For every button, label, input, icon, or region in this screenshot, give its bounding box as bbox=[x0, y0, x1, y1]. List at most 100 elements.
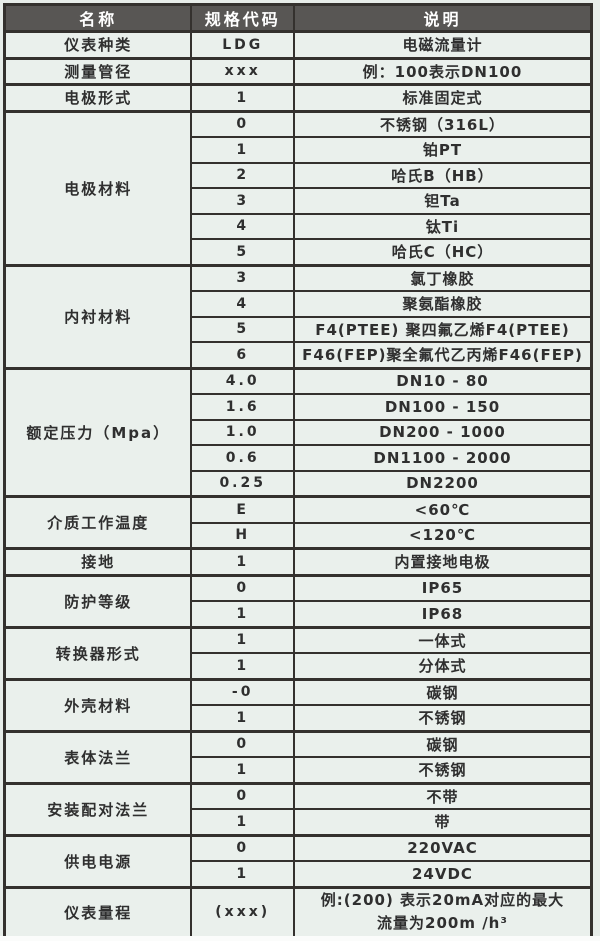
desc-cell: F46(FEP)聚全氟代乙丙烯F46(FEP) bbox=[292, 341, 593, 369]
code-cell: 1.0 bbox=[190, 418, 295, 446]
code-cell: 4 bbox=[190, 290, 295, 318]
table-row: 0.25 DN2200 bbox=[5, 469, 593, 498]
group-name-cell: 内衬材料 bbox=[3, 263, 193, 369]
desc-cell: <60℃ bbox=[292, 495, 593, 524]
code-cell: 1 bbox=[190, 860, 295, 888]
header-cell-name: 名称 bbox=[3, 3, 193, 33]
spec-code-table: 名称 规格代码 说明 仪表种类 LDG 电磁流量计 测量管径 xxx 例：100表示DN1… bbox=[3, 3, 593, 939]
desc-cell: 哈氏B（HB） bbox=[292, 161, 593, 189]
table-row: 供电电源 0 220VAC bbox=[3, 833, 593, 888]
desc-cell: 例：100表示DN100 bbox=[292, 56, 593, 86]
code-cell: -0 bbox=[190, 677, 295, 706]
table-row: 安装配对法兰 0 不带 bbox=[3, 781, 593, 836]
table-body: 仪表种类 LDG 电磁流量计 测量管径 xxx 例：100表示DN100 电极形式 1 标准固定… bbox=[3, 30, 593, 938]
table-row: 转换器形式 1 一体式 bbox=[3, 625, 593, 680]
table-row: 内衬材料 3 氯丁橡胶 bbox=[3, 263, 593, 369]
group-name-cell: 仪表量程 bbox=[3, 885, 193, 938]
group-name-cell: 防护等级 bbox=[3, 573, 193, 628]
page: { "colors": { "header_bg": "#585654", "h… bbox=[0, 3, 600, 941]
table-row: 1 不锈钢 bbox=[5, 756, 593, 784]
desc-cell: 内置接地电极 bbox=[292, 547, 593, 576]
code-cell: E bbox=[190, 495, 295, 524]
table-row: 4 钛Ti bbox=[5, 212, 593, 240]
table-row: 防护等级 0 IP65 bbox=[3, 573, 593, 628]
table-row: 1 不锈钢 bbox=[5, 704, 593, 732]
desc-cell: 铂PT bbox=[292, 136, 593, 164]
group-name-cell: 测量管径 bbox=[3, 56, 193, 86]
code-cell: 3 bbox=[190, 187, 295, 215]
desc-cell: 例:(200) 表示20mA对应的最大 流量为200m /h³ bbox=[292, 885, 593, 938]
table-row: 电极材料 0 不锈钢（316L） bbox=[3, 109, 593, 266]
table-row: H <120℃ bbox=[5, 521, 593, 550]
desc-cell: DN10 - 80 bbox=[292, 366, 593, 395]
group-name-cell: 供电电源 bbox=[3, 833, 193, 888]
header-cell-desc: 说明 bbox=[292, 3, 593, 33]
table-row: 0.6 DN1100 - 2000 bbox=[5, 444, 593, 472]
desc-cell: DN200 - 1000 bbox=[292, 418, 593, 446]
table-row: 1 24VDC bbox=[5, 860, 593, 888]
table-row: 测量管径 xxx 例：100表示DN100 bbox=[3, 56, 593, 86]
code-cell: 1 bbox=[190, 83, 295, 112]
code-cell: 1 bbox=[190, 600, 295, 628]
group-name-cell: 安装配对法兰 bbox=[3, 781, 193, 836]
table-row: 1 分体式 bbox=[5, 652, 593, 680]
table-row: 电极形式 1 标准固定式 bbox=[3, 83, 593, 112]
desc-cell: 电磁流量计 bbox=[292, 30, 593, 59]
code-cell: 0 bbox=[190, 781, 295, 810]
desc-cell: 不锈钢（316L） bbox=[292, 109, 593, 138]
table-row: 5 哈氏C（HC） bbox=[5, 238, 593, 266]
code-cell: 5 bbox=[190, 315, 295, 343]
desc-cell: 钽Ta bbox=[292, 187, 593, 215]
header-cell-code: 规格代码 bbox=[190, 3, 295, 33]
code-cell: 4 bbox=[190, 212, 295, 240]
code-cell: 1.6 bbox=[190, 393, 295, 421]
code-cell: 1 bbox=[190, 652, 295, 680]
code-cell: 1 bbox=[190, 808, 295, 836]
desc-cell: 氯丁橡胶 bbox=[292, 263, 593, 292]
desc-cell: 24VDC bbox=[292, 860, 593, 888]
code-cell: 1 bbox=[190, 704, 295, 732]
table-row: 1 IP68 bbox=[5, 600, 593, 628]
desc-line: 例:(200) 表示20mA对应的最大 bbox=[320, 891, 565, 909]
table-row: 6 F46(FEP)聚全氟代乙丙烯F46(FEP) bbox=[5, 341, 593, 369]
code-cell: 2 bbox=[190, 161, 295, 189]
group-name-cell: 外壳材料 bbox=[3, 677, 193, 732]
code-cell: 0 bbox=[190, 573, 295, 602]
code-cell: 5 bbox=[190, 238, 295, 266]
code-cell: 1 bbox=[190, 547, 295, 576]
group-name-cell: 接地 bbox=[3, 547, 193, 576]
desc-cell: 不锈钢 bbox=[292, 704, 593, 732]
desc-cell: DN2200 bbox=[292, 469, 593, 498]
table-row: 额定压力（Mpa） 4.0 DN10 - 80 bbox=[3, 366, 593, 498]
code-cell: (xxx) bbox=[190, 885, 295, 938]
group-name-cell: 电极形式 bbox=[3, 83, 193, 112]
group-name-cell: 额定压力（Mpa） bbox=[3, 366, 193, 498]
table-row: 表体法兰 0 碳钢 bbox=[3, 729, 593, 784]
desc-cell: 钛Ti bbox=[292, 212, 593, 240]
table-row: 3 钽Ta bbox=[5, 187, 593, 215]
desc-cell: IP68 bbox=[292, 600, 593, 628]
code-cell: 1 bbox=[190, 625, 295, 654]
table-row: 仪表量程 (xxx) 例:(200) 表示20mA对应的最大 流量为200m /h³ bbox=[3, 885, 593, 938]
header-row: 名称 规格代码 说明 bbox=[3, 3, 593, 33]
code-cell: 3 bbox=[190, 263, 295, 292]
code-cell: 4.0 bbox=[190, 366, 295, 395]
code-cell: 0 bbox=[190, 833, 295, 862]
desc-cell: DN1100 - 2000 bbox=[292, 444, 593, 472]
group-name-cell: 表体法兰 bbox=[3, 729, 193, 784]
desc-line: 流量为200m /h³ bbox=[377, 914, 508, 932]
table-row: 4 聚氨酯橡胶 bbox=[5, 290, 593, 318]
desc-cell: 碳钢 bbox=[292, 729, 593, 758]
code-cell: 0 bbox=[190, 729, 295, 758]
code-cell: 0 bbox=[190, 109, 295, 138]
desc-cell: F4(PTEE) 聚四氟乙烯F4(PTEE) bbox=[292, 315, 593, 343]
desc-cell: IP65 bbox=[292, 573, 593, 602]
table-row: 介质工作温度 E <60℃ bbox=[3, 495, 593, 550]
group-name-cell: 电极材料 bbox=[3, 109, 193, 266]
desc-cell: DN100 - 150 bbox=[292, 393, 593, 421]
desc-cell: 聚氨酯橡胶 bbox=[292, 290, 593, 318]
desc-cell: 带 bbox=[292, 808, 593, 836]
table-row: 外壳材料 -0 碳钢 bbox=[3, 677, 593, 732]
group-name-cell: 转换器形式 bbox=[3, 625, 193, 680]
group-name-cell: 仪表种类 bbox=[3, 30, 193, 59]
